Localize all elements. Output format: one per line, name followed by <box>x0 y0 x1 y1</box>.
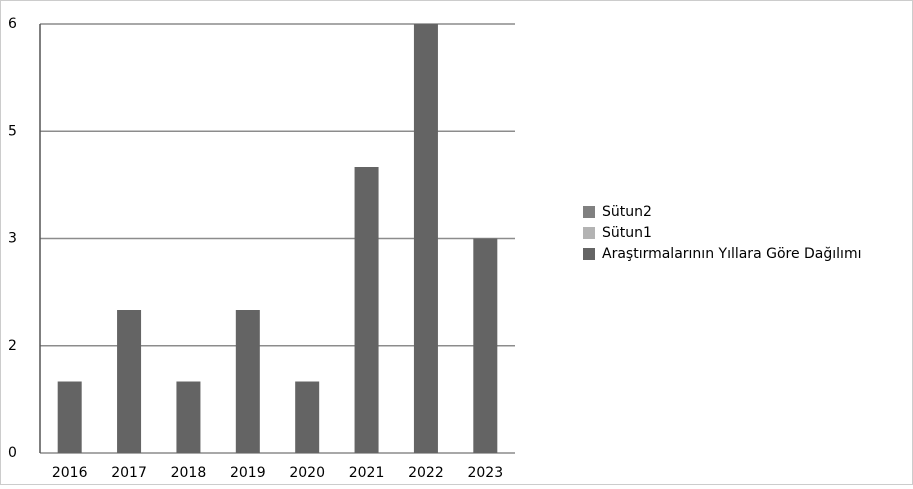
bar <box>235 310 260 453</box>
y-tick-label: 3 <box>8 231 17 247</box>
legend-label: Sütun1 <box>602 225 652 241</box>
x-tick-label: 2019 <box>230 465 266 481</box>
legend-label: Sütun2 <box>602 204 652 220</box>
bar <box>57 381 82 453</box>
x-tick-label: 2022 <box>408 465 444 481</box>
bar <box>295 381 320 453</box>
bar <box>176 381 201 453</box>
legend-swatch <box>583 206 595 218</box>
y-tick-label: 5 <box>8 123 17 139</box>
bar <box>413 24 438 453</box>
bar <box>473 238 498 453</box>
y-tick-label: 2 <box>8 338 17 354</box>
x-tick-label: 2023 <box>467 465 503 481</box>
x-tick-label: 2017 <box>111 465 147 481</box>
x-tick-label: 2016 <box>52 465 88 481</box>
x-tick-label: 2018 <box>171 465 207 481</box>
x-tick-label: 2020 <box>289 465 325 481</box>
legend-label: Araştırmalarının Yıllara Göre Dağılımı <box>602 246 861 262</box>
y-tick-label: 6 <box>8 16 17 32</box>
x-tick-label: 2021 <box>349 465 385 481</box>
legend-swatch <box>583 248 595 260</box>
y-tick-label: 0 <box>8 445 17 461</box>
bar <box>117 310 142 453</box>
legend-swatch <box>583 227 595 239</box>
bar <box>354 167 379 453</box>
